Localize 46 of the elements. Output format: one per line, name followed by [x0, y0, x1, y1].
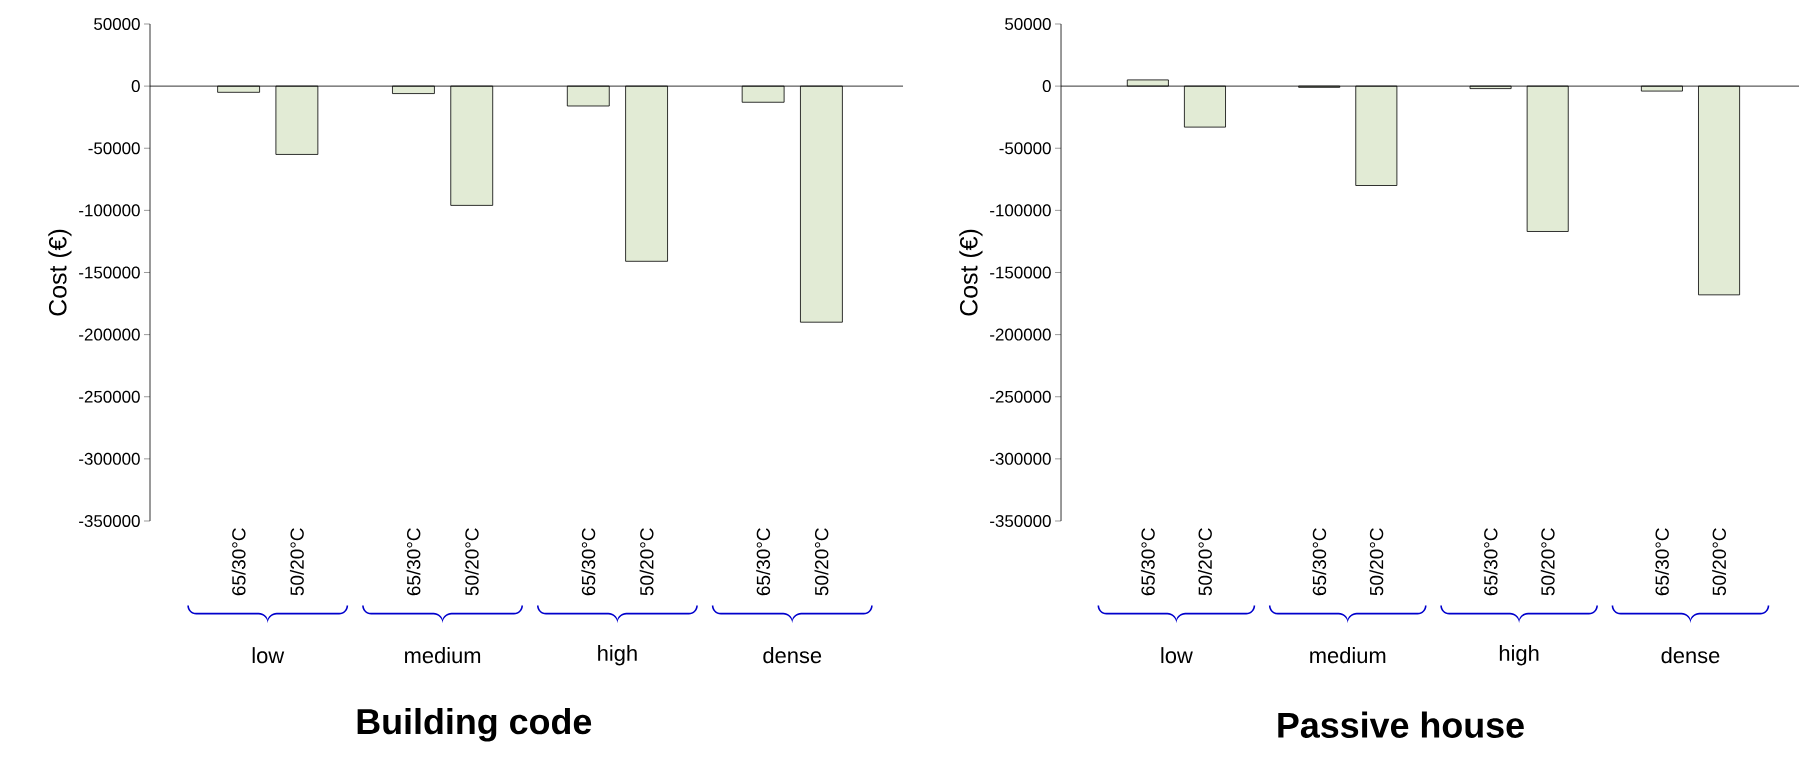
text: low: [252, 647, 285, 664]
x-tick-label: 50/20°C: [1712, 528, 1727, 596]
text: dense: [763, 647, 822, 664]
x-tick-label: 50/20°C: [464, 528, 479, 596]
x-tick-label: 65/30°C: [406, 528, 421, 596]
text: medium: [1310, 647, 1386, 664]
y-tick-label: -200000: [79, 328, 140, 341]
y-tick-label: -100000: [79, 204, 140, 217]
text: Building code: [357, 707, 592, 742]
x-tick-label: 50/20°C: [1369, 528, 1384, 596]
y-axis-title: Cost (€): [48, 229, 72, 316]
y-tick-label: -150000: [79, 266, 140, 279]
x-tick-label: 50/20°C: [1198, 528, 1212, 596]
x-tick-label: 65/30°C: [756, 528, 771, 596]
text: high: [598, 644, 637, 666]
text: medium: [405, 647, 481, 664]
x-tick-label: 65/30°C: [1140, 528, 1155, 596]
y-tick-label: -250000: [79, 390, 140, 403]
x-tick-label: 50/20°C: [639, 528, 654, 596]
y-tick-label: -350000: [990, 514, 1051, 527]
x-tick-label: 50/20°C: [1540, 528, 1555, 596]
x-tick-label: 50/20°C: [289, 528, 304, 596]
x-tick-label: 65/30°C: [1312, 528, 1327, 596]
x-tick-label: 50/20°C: [814, 528, 829, 596]
text: dense: [1661, 647, 1720, 664]
y-tick-label: -150000: [990, 266, 1051, 279]
x-tick-label: 65/30°C: [231, 528, 246, 596]
y-tick-label: -300000: [79, 452, 140, 465]
x-tick-label: 65/30°C: [1483, 528, 1498, 596]
x-tick-label: 65/30°C: [1654, 528, 1669, 596]
y-axis-title: Cost (€): [959, 229, 983, 316]
y-tick-label: 50000: [94, 17, 140, 30]
y-tick-label: -100000: [990, 204, 1051, 217]
y-tick-label: -50000: [999, 142, 1051, 155]
text: Passive house: [1278, 711, 1524, 738]
y-tick-label: 50000: [1005, 17, 1051, 30]
text: low: [1161, 647, 1193, 664]
y-tick-label: -50000: [88, 142, 140, 155]
x-tick-label: 65/30°C: [581, 528, 596, 596]
y-tick-label: -200000: [990, 328, 1051, 341]
text: high: [1499, 644, 1539, 666]
y-tick-label: -250000: [990, 390, 1051, 403]
y-tick-label: -350000: [79, 514, 140, 527]
y-tick-label: 0: [1042, 80, 1051, 93]
y-tick-label: -300000: [990, 452, 1051, 465]
y-tick-label: 0: [131, 80, 140, 93]
